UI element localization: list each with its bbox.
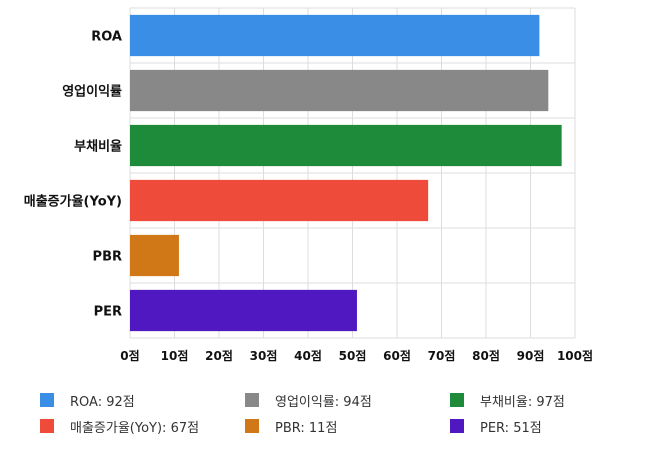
x-tick-label: 60점 — [383, 348, 411, 363]
x-tick-label: 20점 — [205, 348, 233, 363]
legend-swatch — [245, 393, 259, 407]
legend-label: 매출증가율(YoY): 67점 — [70, 420, 200, 436]
legend-swatch — [245, 419, 259, 433]
bar-2 — [130, 124, 562, 167]
category-label: 부채비율 — [74, 139, 122, 155]
category-label: PBR — [93, 250, 122, 265]
x-tick-label: 80점 — [472, 348, 500, 363]
legend-item: PER: 51점 — [450, 416, 542, 436]
bar-0 — [130, 14, 540, 57]
legend-item: ROA: 92점 — [40, 390, 135, 410]
legend-swatch — [450, 419, 464, 433]
legend-item: 매출증가율(YoY): 67점 — [40, 416, 199, 436]
legend-label: 영업이익률: 94점 — [275, 394, 372, 410]
legend-swatch — [40, 419, 54, 433]
legend-label: 부채비율: 97점 — [480, 394, 565, 410]
legend-item: 부채비율: 97점 — [450, 390, 565, 410]
x-tick-label: 30점 — [250, 348, 278, 363]
bar-chart: 0점 10점 20점 30점 40점 50점 60점 70점 80점 90점 100점 ROA 영업이익… — [24, 7, 593, 363]
category-label: ROA — [91, 30, 122, 45]
x-tick-label: 10점 — [161, 348, 189, 363]
bar-4 — [130, 234, 179, 277]
bar-1 — [130, 69, 549, 112]
category-label: PER — [94, 305, 122, 320]
legend-label: ROA: 92점 — [70, 394, 135, 410]
legend-item: 영업이익률: 94점 — [245, 390, 372, 410]
bar-5 — [130, 289, 357, 332]
legend-swatch — [450, 393, 464, 407]
category-label: 매출증가율(YoY) — [24, 194, 122, 210]
x-tick-label: 0점 — [120, 348, 139, 363]
x-tick-label: 90점 — [517, 348, 545, 363]
x-tick-label: 40점 — [294, 348, 322, 363]
category-label: 영업이익률 — [62, 84, 122, 100]
legend-label: PER: 51점 — [480, 420, 542, 436]
x-tick-label: 70점 — [428, 348, 456, 363]
x-tick-label: 50점 — [339, 348, 367, 363]
x-tick-label: 100점 — [557, 348, 593, 363]
legend-item: PBR: 11점 — [245, 416, 337, 436]
bar-3 — [130, 179, 429, 222]
legend-swatch — [40, 393, 54, 407]
legend-label: PBR: 11점 — [275, 420, 338, 436]
